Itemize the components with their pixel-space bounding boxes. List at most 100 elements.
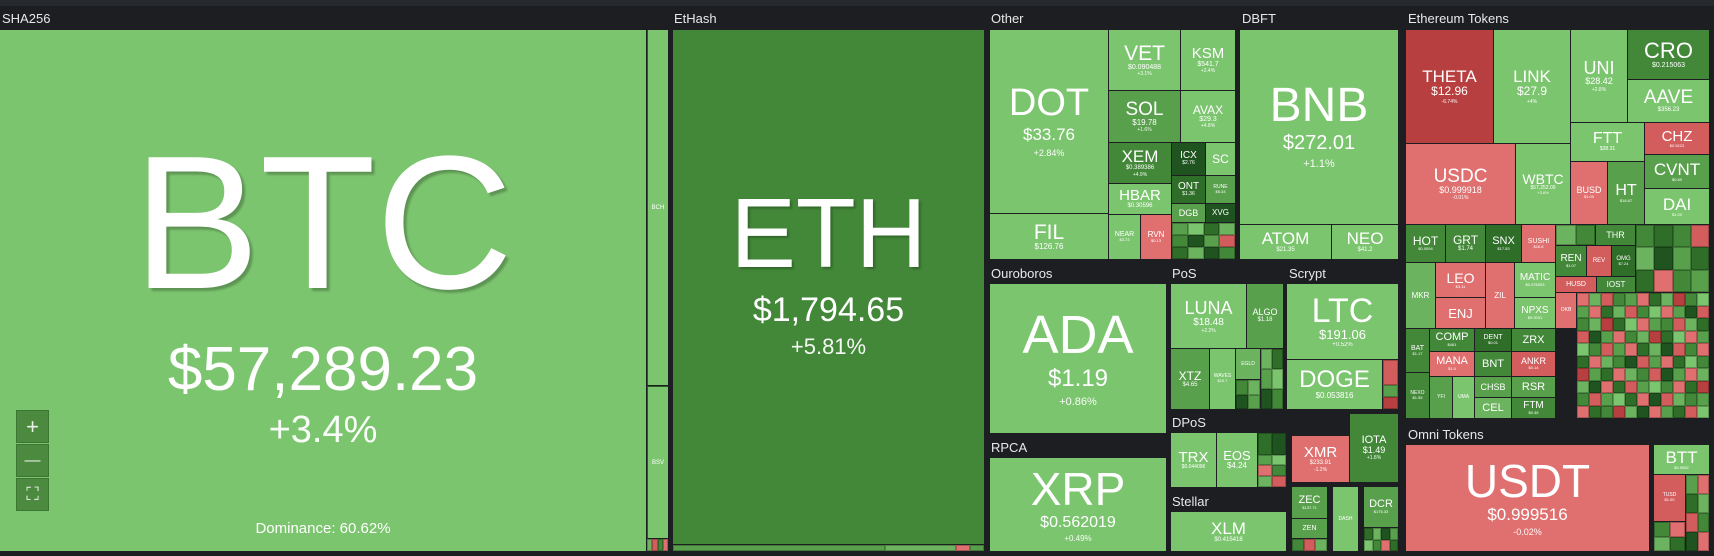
tile-wbtc[interactable]: WBTC $57,252.09 +3.6%: [1516, 144, 1570, 224]
tile-iota[interactable]: IOTA $1.49 +1.8%: [1350, 414, 1398, 482]
tile-usdt[interactable]: USDT $0.999516 -0.02%: [1406, 445, 1649, 551]
tile-bsv[interactable]: BSV: [647, 386, 668, 538]
tile-dot[interactable]: DOT $33.76 +2.84%: [990, 30, 1108, 213]
tile-uni[interactable]: UNI $28.42 +2.8%: [1571, 30, 1627, 122]
tile-nexo[interactable]: NEXO $1.55: [1406, 373, 1429, 418]
tile-zen[interactable]: ZEN: [1292, 519, 1327, 538]
tile-cel[interactable]: CEL: [1475, 398, 1511, 418]
tile-sushi[interactable]: SUSHI $16.8: [1522, 225, 1555, 262]
tile-iost[interactable]: IOST: [1597, 277, 1635, 292]
omni-small-coins: [1686, 475, 1709, 551]
tile-mkr[interactable]: MKR: [1406, 263, 1435, 328]
chz-price: $0.5223: [1669, 142, 1685, 148]
tile-btt[interactable]: BTT $0.0082: [1654, 445, 1709, 474]
avax-price: $29.3: [1199, 115, 1217, 123]
tile-egld[interactable]: EGLD: [1236, 349, 1260, 379]
tile-leo[interactable]: LEO $3.11: [1436, 263, 1485, 297]
tile-doge[interactable]: DOGE $0.053816: [1287, 360, 1382, 409]
tile-hot[interactable]: HOT $0.0094: [1406, 225, 1445, 262]
tile-trx[interactable]: TRX $0.044096: [1171, 433, 1216, 487]
tile-eos[interactable]: EOS $4.24: [1217, 433, 1257, 487]
tile-zil[interactable]: ZIL: [1486, 263, 1514, 328]
tile-aave[interactable]: AAVE $356.23: [1628, 80, 1709, 122]
tile-dent[interactable]: DENT $0.01: [1475, 329, 1511, 351]
tile-chz[interactable]: CHZ $0.5223: [1645, 123, 1709, 154]
tile-dgb[interactable]: DGB: [1172, 204, 1205, 222]
tile-omg[interactable]: OMG $7.24: [1612, 246, 1635, 276]
tile-mana[interactable]: MANA $1.0: [1430, 352, 1474, 376]
tile-bnt[interactable]: BNT: [1475, 352, 1511, 376]
tile-theta[interactable]: THETA $12.96 -6.74%: [1406, 30, 1493, 143]
tile-zec[interactable]: ZEC $137.71: [1292, 487, 1327, 518]
tile-ada[interactable]: ADA $1.19 +0.86%: [990, 284, 1166, 433]
tile-eth[interactable]: ETH $1,794.65 +5.81%: [673, 30, 984, 544]
tile-thr[interactable]: THR: [1596, 225, 1635, 245]
tile-hbar[interactable]: HBAR $0.30596: [1109, 184, 1171, 214]
tile-near[interactable]: NEAR $3.73: [1109, 215, 1140, 259]
tile-okb[interactable]: OKB: [1556, 293, 1576, 328]
btt-ticker: BTT: [1665, 447, 1698, 467]
tile-icx[interactable]: ICX $2.76: [1172, 143, 1205, 175]
tile-waves[interactable]: WAVES $10.7: [1210, 349, 1235, 409]
tile-dcr[interactable]: DCR $175.33: [1364, 487, 1398, 527]
tile-btc[interactable]: BTC $57,289.23 +3.4% Dominance: 60.62%: [0, 30, 646, 551]
tile-xlm[interactable]: XLM $0.415418: [1171, 512, 1286, 551]
iota-ticker: IOTA: [1361, 433, 1387, 446]
tile-avax[interactable]: AVAX $29.3 +4.8%: [1181, 91, 1235, 142]
tile-rsr[interactable]: RSR: [1512, 377, 1555, 397]
tile-atom[interactable]: ATOM $21.35: [1240, 225, 1331, 259]
tile-xmr[interactable]: XMR $233.91 -1.2%: [1292, 436, 1349, 482]
tile-neo[interactable]: NEO $41.2: [1332, 225, 1398, 259]
tile-uma[interactable]: UMA: [1453, 377, 1474, 418]
tile-bat[interactable]: BAT $1.17: [1406, 329, 1429, 372]
tile-comp[interactable]: COMP $461: [1430, 329, 1474, 351]
tile-npxs[interactable]: NPXS $0.0031: [1515, 298, 1555, 328]
tile-husd[interactable]: HUSD: [1556, 277, 1596, 292]
tile-chsb[interactable]: CHSB: [1475, 377, 1511, 397]
tile-dash[interactable]: DASH: [1333, 487, 1358, 551]
tile-cro[interactable]: CRO $0.215063: [1628, 30, 1709, 79]
tile-xvg[interactable]: XVG: [1206, 204, 1235, 222]
tile-luna[interactable]: LUNA $18.48 +2.2%: [1171, 284, 1246, 348]
tile-algo[interactable]: ALGO $1.18: [1247, 284, 1283, 348]
tile-ksm[interactable]: KSM $541.7 +2.4%: [1181, 30, 1235, 90]
mana-ticker: MANA: [1436, 355, 1468, 368]
zoom-out-button[interactable]: —: [16, 444, 49, 477]
zoom-in-button[interactable]: +: [16, 410, 49, 443]
tile-xem[interactable]: XEM $0.389386 +4.9%: [1109, 143, 1171, 183]
tile-cvnt[interactable]: CVNT $0.89: [1645, 155, 1709, 188]
tile-busd[interactable]: BUSD $1.00: [1571, 162, 1607, 224]
tile-zrx[interactable]: ZRX: [1512, 329, 1555, 351]
tile-enj[interactable]: ENJ: [1436, 298, 1485, 328]
tile-xrp[interactable]: XRP $0.562019 +0.49%: [990, 458, 1166, 551]
tile-ont[interactable]: ONT $1.36: [1172, 176, 1205, 203]
tile-vet[interactable]: VET $0.090488 +3.1%: [1109, 30, 1180, 90]
tile-bch[interactable]: BCH: [647, 30, 668, 385]
tile-sol[interactable]: SOL $19.78 +1.6%: [1109, 91, 1180, 142]
tile-bnb[interactable]: BNB $272.01 +1.1%: [1240, 30, 1398, 224]
tile-snx[interactable]: SNX $17.53: [1486, 225, 1521, 262]
tile-dai[interactable]: DAI $1.00: [1645, 189, 1709, 224]
xem-price: $0.389386: [1125, 165, 1155, 172]
usdc-change: -0.01%: [1452, 195, 1469, 202]
tile-ren[interactable]: REN $1.07: [1556, 246, 1586, 276]
tile-ftm[interactable]: FTM $0.36: [1512, 398, 1555, 418]
tile-rvn[interactable]: RVN $0.13: [1141, 215, 1171, 259]
tile-sc[interactable]: SC: [1206, 143, 1235, 175]
tile-ht[interactable]: HT $16.67: [1608, 162, 1644, 224]
tile-usdc[interactable]: USDC $0.999918 -0.01%: [1406, 144, 1515, 224]
tile-rev[interactable]: REV: [1587, 246, 1611, 276]
fullscreen-button[interactable]: ⛶: [16, 478, 49, 511]
tile-yfi[interactable]: YFI: [1430, 377, 1452, 418]
tile-fil[interactable]: FIL $126.76: [990, 214, 1108, 259]
tile-ltc[interactable]: LTC $191.06 +0.52%: [1287, 284, 1398, 359]
tile-ftt[interactable]: FTT $38.31: [1571, 123, 1644, 161]
tile-ankr[interactable]: ANKR $0.14: [1512, 352, 1555, 376]
tile-matic[interactable]: MATIC $0.376903: [1515, 263, 1555, 297]
tile-xtz[interactable]: XTZ $4.65: [1171, 349, 1209, 409]
tile-rune[interactable]: RUNE $5.33: [1206, 176, 1235, 203]
tile-link[interactable]: LINK $27.9 +4%: [1494, 30, 1570, 143]
tile-grt[interactable]: GRT $1.74: [1446, 225, 1485, 262]
mkr-ticker: MKR: [1411, 290, 1430, 300]
tile-tusd[interactable]: TUSD $1.00: [1654, 475, 1685, 521]
